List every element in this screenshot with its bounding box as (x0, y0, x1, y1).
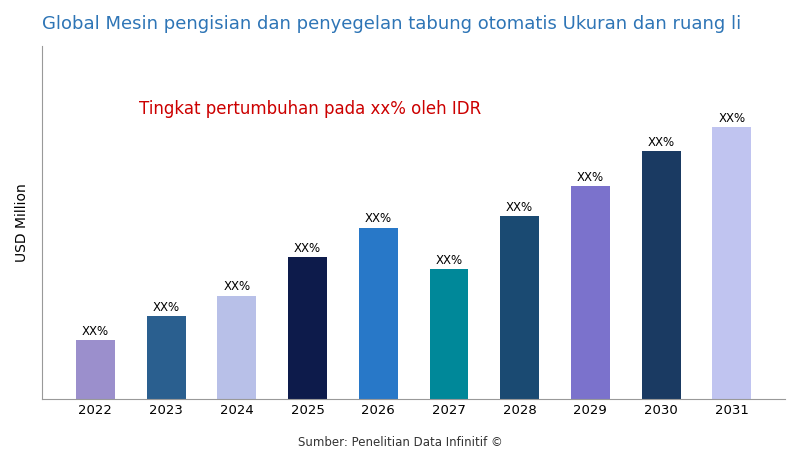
Text: XX%: XX% (365, 212, 392, 225)
Bar (642, 151, 681, 399)
Bar (358, 228, 398, 399)
Text: XX%: XX% (82, 324, 109, 338)
Text: XX%: XX% (294, 242, 321, 255)
Bar (430, 269, 468, 399)
Text: Sumber: Penelitian Data Infinitif ©: Sumber: Penelitian Data Infinitif © (298, 436, 502, 449)
Text: XX%: XX% (577, 171, 604, 184)
Text: XX%: XX% (718, 112, 746, 125)
Bar (218, 296, 256, 399)
Bar (146, 316, 186, 399)
Text: Tingkat pertumbuhan pada xx% oleh IDR: Tingkat pertumbuhan pada xx% oleh IDR (138, 100, 481, 118)
Y-axis label: USD Million: USD Million (15, 183, 29, 262)
Bar (712, 127, 751, 399)
Text: Global Mesin pengisian dan penyegelan tabung otomatis Ukuran dan ruang li: Global Mesin pengisian dan penyegelan ta… (42, 15, 742, 33)
Text: XX%: XX% (435, 254, 462, 267)
Bar (76, 340, 115, 399)
Bar (500, 216, 539, 399)
Text: XX%: XX% (153, 301, 180, 314)
Text: XX%: XX% (506, 201, 534, 214)
Text: XX%: XX% (223, 280, 250, 293)
Bar (288, 257, 327, 399)
Text: XX%: XX% (647, 135, 674, 148)
Bar (571, 186, 610, 399)
